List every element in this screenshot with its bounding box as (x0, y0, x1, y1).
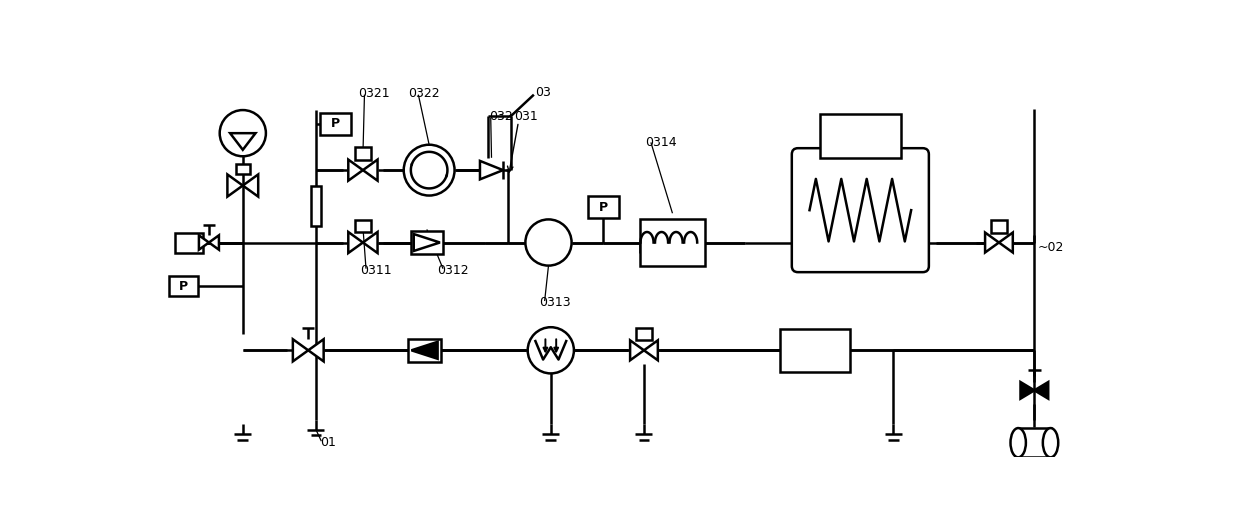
Text: P: P (179, 280, 188, 293)
Bar (1018, 428, 1050, 458)
Polygon shape (985, 232, 999, 252)
Bar (408, 339, 440, 362)
Bar (310, 186, 321, 226)
Text: P: P (599, 201, 608, 213)
Bar (236, 164, 249, 174)
Bar (640, 219, 706, 266)
Text: 0314: 0314 (645, 136, 676, 149)
Text: 03: 03 (536, 86, 552, 99)
Polygon shape (348, 232, 363, 253)
Bar (410, 231, 443, 254)
Ellipse shape (1011, 428, 1025, 458)
Polygon shape (1021, 382, 1034, 399)
Polygon shape (363, 232, 377, 253)
Polygon shape (412, 342, 438, 359)
Polygon shape (243, 174, 258, 196)
Text: 0311: 0311 (360, 264, 392, 277)
Polygon shape (198, 235, 208, 250)
Polygon shape (231, 133, 255, 150)
Polygon shape (363, 160, 377, 181)
Polygon shape (208, 235, 219, 250)
Bar (636, 328, 652, 340)
Text: 032: 032 (490, 110, 513, 123)
Bar (320, 113, 351, 135)
Bar (169, 277, 198, 297)
Polygon shape (309, 339, 324, 361)
Bar (820, 113, 900, 158)
Polygon shape (293, 339, 309, 361)
Polygon shape (1034, 382, 1048, 399)
Polygon shape (227, 174, 243, 196)
Text: 01: 01 (320, 436, 336, 449)
Polygon shape (644, 340, 658, 360)
Polygon shape (999, 232, 1013, 252)
Text: 031: 031 (513, 110, 538, 123)
Circle shape (219, 110, 265, 156)
Bar (175, 232, 203, 252)
Text: 0312: 0312 (436, 264, 469, 277)
Bar (355, 147, 371, 160)
Text: 0322: 0322 (408, 87, 440, 100)
Bar (780, 329, 849, 372)
Text: 0321: 0321 (358, 87, 389, 100)
FancyBboxPatch shape (792, 148, 929, 272)
Text: P: P (331, 117, 340, 130)
Polygon shape (480, 161, 503, 180)
Bar (588, 196, 619, 218)
Bar (355, 220, 371, 232)
Circle shape (404, 145, 455, 195)
Bar (991, 220, 1007, 232)
Polygon shape (414, 234, 440, 251)
Text: ~02: ~02 (1038, 241, 1064, 253)
Text: 0313: 0313 (539, 296, 570, 309)
Polygon shape (630, 340, 644, 360)
Circle shape (526, 220, 572, 266)
Ellipse shape (1043, 428, 1058, 458)
Circle shape (528, 327, 574, 373)
Polygon shape (348, 160, 363, 181)
